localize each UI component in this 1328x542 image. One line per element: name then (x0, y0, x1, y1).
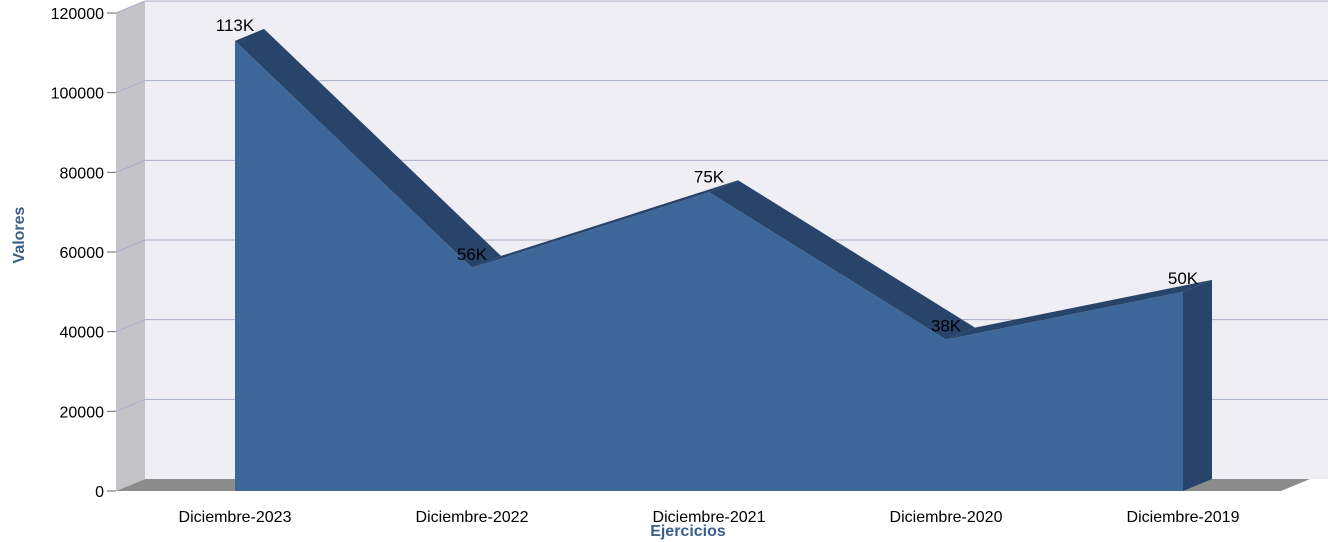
area-top-face (235, 28, 501, 268)
y-tick-label: 120000 (51, 6, 104, 23)
y-tick-label: 60000 (60, 245, 105, 262)
area-end-face (1183, 279, 1212, 491)
y-axis-title: Valores (11, 206, 28, 263)
y-tick-label: 80000 (60, 165, 105, 182)
y-tick-label: 0 (95, 484, 104, 501)
x-axis-title: Ejercicios (650, 523, 726, 540)
x-category-label: Diciembre-2023 (179, 509, 292, 526)
data-label: 75K (694, 167, 725, 186)
area-top-face (472, 180, 738, 268)
x-category-label: Diciembre-2019 (1127, 509, 1240, 526)
data-labels: 113K 56K 75K 38K 50K (216, 16, 1199, 336)
y-tick-label: 20000 (60, 404, 105, 421)
area-front-face (235, 40, 1183, 492)
gridline-side (115, 159, 146, 173)
x-category-label: Diciembre-2021 (653, 509, 766, 526)
gridline-side (115, 80, 146, 94)
data-label: 56K (457, 245, 488, 264)
y-tick-label: 40000 (60, 325, 105, 342)
gridline-side (115, 0, 146, 14)
data-label: 50K (1168, 269, 1199, 288)
x-category-label: Diciembre-2020 (890, 509, 1003, 526)
y-axis: 0 20000 40000 60000 80000 100000 120000 (51, 6, 116, 501)
data-label: 38K (931, 317, 962, 336)
y-tick-label: 100000 (51, 86, 104, 103)
gridline-side (115, 319, 146, 333)
area-top-face (709, 180, 975, 340)
area-top-face (946, 279, 1212, 340)
area-series (235, 28, 1212, 492)
gridline-side (115, 398, 146, 412)
gridline-side (115, 239, 146, 253)
data-label: 113K (216, 16, 255, 35)
x-axis: Diciembre-2023 Diciembre-2022 Diciembre-20… (179, 509, 1240, 526)
x-category-label: Diciembre-2022 (416, 509, 529, 526)
